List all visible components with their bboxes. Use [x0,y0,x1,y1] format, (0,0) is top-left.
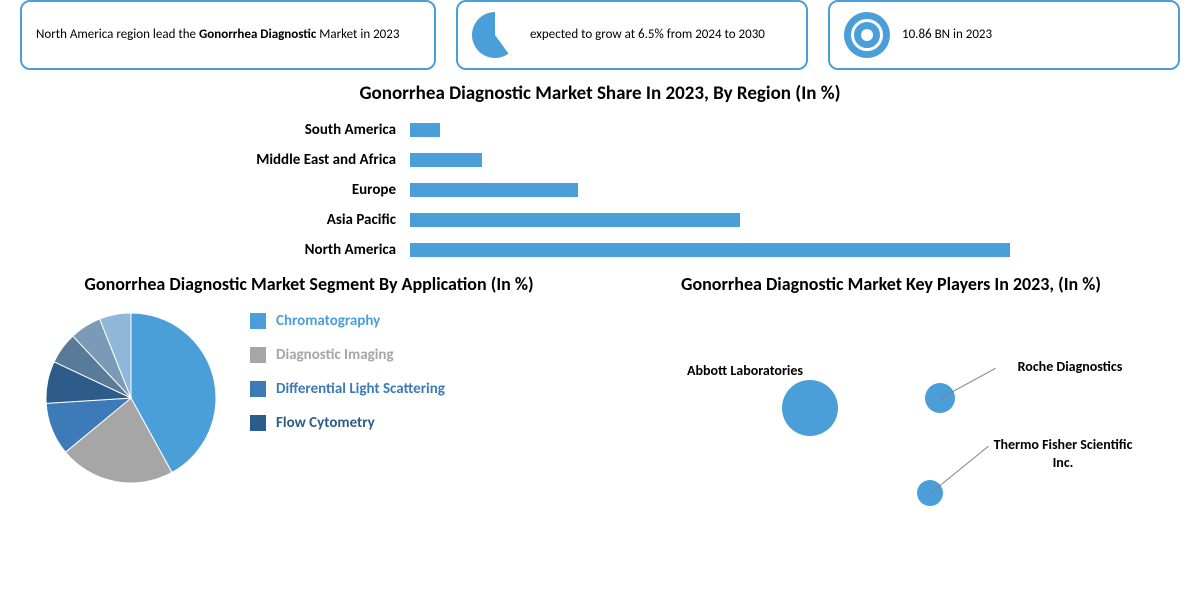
bottom-row: Gonorrhea Diagnostic Market Segment By A… [0,273,1200,518]
legend-label: Chromatography [276,312,380,330]
card-bold: Gonorrhea Diagnostic [199,27,316,42]
legend-label: Flow Cytometry [276,414,375,432]
player-label: Abbott Laboratories [670,362,820,380]
bar-label: Europe [190,181,410,199]
bar-label: Asia Pacific [190,211,410,229]
players-bubble-chart: Abbott Laboratories Roche Diagnostics Ther… [610,308,1172,518]
target-icon [844,12,890,58]
bar-track [410,243,1010,257]
card-suffix: Market in 2023 [316,27,399,42]
region-bar-chart: South America Middle East and Africa Europ… [190,115,1010,265]
bar-fill [410,123,440,137]
legend-label: Differential Light Scattering [276,380,445,398]
bar-row: Middle East and Africa [190,145,1010,175]
players-panel: Gonorrhea Diagnostic Market Key Players … [610,273,1172,518]
legend-swatch [250,415,266,431]
legend-swatch [250,381,266,397]
region-chart-title: Gonorrhea Diagnostic Market Share In 202… [0,82,1200,105]
legend-item: Chromatography [250,312,445,330]
bar-row: Europe [190,175,1010,205]
segment-panel: Gonorrhea Diagnostic Market Segment By A… [28,273,590,518]
bar-fill [410,213,740,227]
top-stat-cards: North America region lead the Gonorrhea … [0,0,1200,70]
bar-track [410,183,1010,197]
bar-row: North America [190,235,1010,265]
bar-label: North America [190,241,410,259]
legend-item: Differential Light Scattering [250,380,445,398]
player-label: Thermo Fisher Scientific Inc. [988,436,1138,471]
bar-fill [410,153,482,167]
card-text: 10.86 BN in 2023 [902,26,992,44]
stat-card-value: 10.86 BN in 2023 [828,0,1180,70]
bar-label: South America [190,121,410,139]
legend-label: Diagnostic Imaging [276,346,394,364]
card-prefix: North America region lead the [36,27,199,42]
pie-icon [472,12,518,58]
bar-track [410,153,1010,167]
legend-item: Diagnostic Imaging [250,346,445,364]
stat-card-growth: expected to grow at 6.5% from 2024 to 20… [456,0,808,70]
player-bubble [782,380,838,436]
legend-swatch [250,347,266,363]
leader-line [930,446,989,494]
segment-legend: Chromatography Diagnostic Imaging Differen… [250,308,445,432]
segment-pie-chart [36,308,226,488]
bar-fill [410,243,1010,257]
pie-wrap: Chromatography Diagnostic Imaging Differen… [28,308,590,488]
legend-swatch [250,313,266,329]
card-text: expected to grow at 6.5% from 2024 to 20… [530,26,765,44]
bar-track [410,123,1010,137]
bar-row: Asia Pacific [190,205,1010,235]
card-text: North America region lead the Gonorrhea … [36,26,399,44]
segment-chart-title: Gonorrhea Diagnostic Market Segment By A… [28,273,590,296]
legend-item: Flow Cytometry [250,414,445,432]
players-chart-title: Gonorrhea Diagnostic Market Key Players … [610,273,1172,296]
bar-label: Middle East and Africa [190,151,410,169]
bar-row: South America [190,115,1010,145]
bar-track [410,213,1010,227]
bar-fill [410,183,578,197]
player-label: Roche Diagnostics [995,358,1145,376]
stat-card-region-leader: North America region lead the Gonorrhea … [20,0,436,70]
